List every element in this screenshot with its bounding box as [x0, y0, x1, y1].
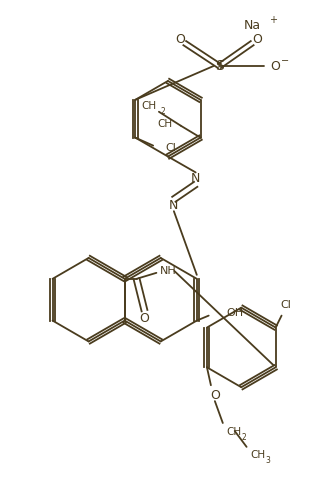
- Text: N: N: [169, 199, 178, 211]
- Text: CH: CH: [227, 427, 242, 437]
- Text: OH: OH: [226, 308, 244, 317]
- Text: NH: NH: [160, 266, 177, 276]
- Text: O: O: [175, 33, 185, 46]
- Text: S: S: [215, 59, 224, 73]
- Text: CH: CH: [251, 450, 266, 460]
- Text: O: O: [140, 312, 149, 325]
- Text: 2: 2: [160, 107, 165, 116]
- Text: O: O: [252, 33, 262, 46]
- Text: Cl: Cl: [165, 142, 176, 152]
- Text: −: −: [281, 56, 289, 66]
- Text: O: O: [210, 388, 220, 402]
- Text: 2: 2: [242, 433, 246, 442]
- Text: 3: 3: [266, 456, 270, 465]
- Text: Na: Na: [244, 19, 261, 32]
- Text: N: N: [191, 172, 200, 185]
- Text: Cl: Cl: [280, 300, 291, 310]
- Text: O: O: [270, 60, 280, 72]
- Text: CH: CH: [142, 101, 157, 111]
- Text: +: +: [269, 15, 277, 25]
- Text: CH: CH: [158, 119, 173, 129]
